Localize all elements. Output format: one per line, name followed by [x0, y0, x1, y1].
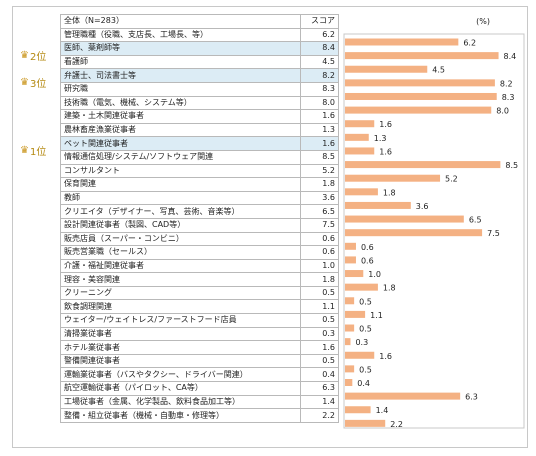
rank-marker: ♛ 3位: [20, 75, 47, 90]
bar: [345, 283, 378, 291]
bar: [345, 161, 501, 169]
bar: [345, 351, 375, 359]
trophy-icon: ♛: [20, 49, 29, 61]
bar: [345, 188, 378, 196]
bar: [345, 147, 375, 155]
bar-value-label: 6.3: [465, 393, 478, 402]
table-row: 情報通信処理/システム/ソフトウェア関連 8.5: [60, 149, 339, 165]
table-row: 農林畜産漁業従事者 1.3: [60, 122, 339, 138]
bar: [345, 201, 411, 209]
bar: [345, 297, 355, 305]
bar-value-label: 0.6: [361, 243, 374, 252]
table-row: ペット関連従事者 1.6: [60, 136, 339, 151]
table-row: 管理職種（役職、支店長、工場長、等） 6.2: [60, 27, 339, 43]
bar-value-label: 2.2: [390, 420, 403, 429]
bar-value-label: 6.5: [469, 216, 482, 225]
bar-value-label: 7.5: [487, 229, 500, 238]
bar-value-label: 8.5: [505, 161, 518, 170]
trophy-icon: ♛: [20, 144, 29, 156]
table-body: 管理職種（役職、支店長、工場長、等） 6.2 医師、薬剤師等 8.4 看護師 4.5 弁護士…: [60, 27, 339, 423]
bar: [345, 106, 492, 114]
bar: [345, 324, 355, 332]
bar-value-label: 8.4: [504, 52, 517, 61]
bar-value-label: 8.3: [502, 93, 515, 102]
rank-label: 1位: [29, 146, 47, 158]
bar-value-label: 0.5: [359, 325, 372, 334]
bar-value-label: 0.4: [357, 379, 370, 388]
bar: [345, 38, 459, 46]
category-score: 1.6: [300, 136, 339, 151]
bar-value-label: 5.2: [445, 175, 458, 184]
table-row: クリーニング 0.5: [60, 285, 339, 301]
category-name: ペット関連従事者: [60, 136, 301, 151]
table-row: コンサルタント 5.2: [60, 163, 339, 179]
bar: [345, 270, 364, 278]
category-score: 1.1: [300, 299, 339, 315]
bar-value-label: 1.6: [379, 352, 392, 361]
table-row: 技術職（電気、機械、システム等） 8.0: [60, 95, 339, 111]
bars-group: 6.2 8.4 4.5 8.2 8.3 8.0 1.6 1.3 1.6 8.5 5.2 1.8 3.6 6…: [345, 38, 518, 429]
bar-value-label: 3.6: [416, 202, 429, 211]
bar-value-label: 1.6: [379, 147, 392, 156]
bar-value-label: 8.0: [496, 107, 509, 116]
table-row: クリエイタ（デザイナー、写真、芸術、音楽等） 6.5: [60, 204, 339, 219]
bar: [345, 392, 461, 400]
bar-value-label: 1.1: [370, 311, 383, 320]
bar: [345, 52, 499, 60]
rank-marker: ♛ 2位: [20, 48, 47, 63]
trophy-icon: ♛: [20, 76, 29, 88]
bar: [345, 215, 464, 223]
bar-value-label: 0.6: [361, 256, 374, 265]
bar-value-label: 1.6: [379, 120, 392, 129]
category-score: 8.4: [300, 41, 339, 56]
table-row: ウェイター/ウェイトレス/ファーストフード店員 0.5: [60, 313, 339, 328]
bar: [345, 379, 353, 386]
bar-value-label: 0.5: [359, 297, 372, 306]
table-row: 整備・組立従事者（機械・自動車・修理等） 2.2: [60, 408, 339, 423]
bar: [345, 92, 497, 100]
bar: [345, 229, 483, 237]
rank-label: 3位: [29, 78, 47, 90]
bar-value-label: 1.4: [376, 406, 389, 415]
bar-value-label: 0.3: [355, 338, 368, 347]
category-score: 2.2: [300, 408, 339, 423]
table-row: 教師 3.6: [60, 190, 339, 206]
table-row: 介護・福祉関連従事者 1.0: [60, 258, 339, 274]
bar: [345, 79, 495, 87]
table-row: 医師、薬剤師等 8.4: [60, 41, 339, 56]
bar-value-label: 0.5: [359, 365, 372, 374]
bar-value-label: 1.8: [383, 284, 396, 293]
bar: [345, 120, 375, 128]
category-score: 7.5: [300, 217, 339, 233]
percent-unit-label: (%): [476, 17, 490, 26]
bar: [345, 174, 441, 182]
bar: [345, 256, 356, 264]
bar: [345, 65, 428, 73]
bar: [345, 310, 366, 318]
rank-label: 2位: [29, 51, 47, 63]
rank-marker: ♛ 1位: [20, 143, 47, 158]
category-name: 医師、薬剤師等: [60, 41, 301, 56]
bar-value-label: 1.0: [368, 270, 381, 279]
bar-value-label: 1.3: [374, 134, 387, 143]
category-score: 0.6: [300, 245, 339, 260]
plot-area-border: [343, 33, 525, 429]
bar-value-label: 6.2: [463, 39, 476, 48]
bar: [345, 242, 356, 250]
category-name: 弁護士、司法書士等: [60, 68, 301, 83]
bar: [345, 419, 386, 427]
score-table: 全体（N=283） スコア 管理職種（役職、支店長、工場長、等） 6.2 医師、薬剤…: [60, 14, 339, 423]
bar: [345, 133, 369, 141]
bar-value-label: 4.5: [432, 66, 445, 75]
bar: [345, 365, 355, 373]
bar-value-label: 8.2: [500, 79, 513, 88]
bar-value-label: 1.8: [383, 188, 396, 197]
bar: [345, 338, 351, 346]
bar: [345, 406, 371, 414]
figure-frame: [12, 6, 528, 448]
